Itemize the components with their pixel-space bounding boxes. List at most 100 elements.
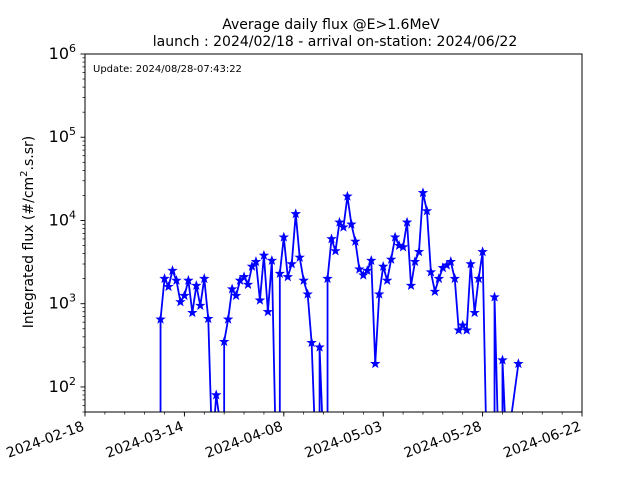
data-point-star xyxy=(513,358,524,369)
y-axis-label-part2: .s.sr) xyxy=(21,136,37,171)
data-point-star xyxy=(346,218,357,229)
data-point-star xyxy=(175,296,186,307)
data-point-star xyxy=(258,249,270,260)
chart-subtitle: launch : 2024/02/18 - arrival on-station… xyxy=(153,34,518,50)
y-tick-label: 105 xyxy=(49,125,76,146)
data-point-star xyxy=(445,256,457,267)
data-point-star xyxy=(242,279,254,289)
data-point-star xyxy=(397,241,409,252)
data-point-star xyxy=(222,313,234,324)
data-point-star xyxy=(314,341,325,352)
data-point-star xyxy=(421,205,433,216)
data-point-star xyxy=(489,291,500,302)
data-point-star xyxy=(159,273,170,284)
data-point-star xyxy=(322,273,333,284)
data-point-star xyxy=(401,216,413,227)
data-point-star xyxy=(282,271,293,282)
data-point-star xyxy=(210,389,222,400)
y-axis-label-part1: Integrated flux (#/cm xyxy=(21,177,37,328)
data-point-star xyxy=(366,255,377,265)
data-point-star xyxy=(358,269,369,280)
y-tick-label: 106 xyxy=(49,42,76,63)
data-point-star xyxy=(278,231,290,242)
data-point-star xyxy=(163,281,174,292)
y-tick-exponent: 3 xyxy=(69,292,76,305)
data-point-star xyxy=(338,221,349,232)
data-point-star xyxy=(218,336,230,347)
data-point-star xyxy=(385,253,397,264)
data-point-star xyxy=(413,246,425,257)
data-point-star xyxy=(409,256,421,267)
data-point-star xyxy=(179,290,190,301)
data-point-star xyxy=(199,273,210,284)
data-point-star xyxy=(306,337,317,348)
x-tick-label: 2024-03-14 xyxy=(104,419,186,462)
data-point-star xyxy=(469,307,480,318)
y-tick-label: 103 xyxy=(49,292,76,313)
y-tick-base: 10 xyxy=(49,127,69,146)
data-point-star xyxy=(417,187,429,198)
data-point-star xyxy=(266,255,278,265)
data-point-star xyxy=(171,275,182,285)
plot-frame xyxy=(84,53,583,413)
data-point-star xyxy=(477,246,488,257)
data-point-star xyxy=(497,354,508,365)
data-point-star xyxy=(298,275,309,285)
series-line-0 xyxy=(159,191,520,412)
data-point-star xyxy=(254,294,266,305)
data-point-star xyxy=(326,233,337,244)
x-tick-label: 2024-06-22 xyxy=(501,419,583,462)
x-tick-label: 2024-04-08 xyxy=(203,419,285,462)
data-point-star xyxy=(354,263,365,274)
data-point-star xyxy=(465,258,476,269)
data-point-star xyxy=(330,245,341,256)
series-group xyxy=(155,187,524,412)
data-point-star xyxy=(302,288,313,299)
data-point-star xyxy=(425,266,437,277)
y-axis-label-superscript: 2 xyxy=(19,170,30,176)
data-point-star xyxy=(262,306,274,317)
data-point-star xyxy=(350,235,361,246)
y-tick-exponent: 6 xyxy=(69,42,76,55)
data-point-star xyxy=(183,275,194,285)
data-point-star xyxy=(405,280,417,291)
chart-title: Average daily flux @E>1.6MeV xyxy=(222,17,440,33)
data-point-star xyxy=(449,273,460,284)
y-tick-base: 10 xyxy=(49,377,69,396)
y-tick-label: 102 xyxy=(49,375,76,396)
data-point-star xyxy=(286,258,297,269)
data-point-star xyxy=(238,271,250,282)
y-tick-exponent: 4 xyxy=(69,208,76,221)
data-point-star xyxy=(203,313,214,324)
data-point-star xyxy=(195,300,206,310)
data-point-star xyxy=(187,307,198,318)
x-tick-label: 2024-02-18 xyxy=(4,419,86,462)
x-tick-label: 2024-05-28 xyxy=(402,419,484,462)
data-point-star xyxy=(457,319,468,330)
data-point-star xyxy=(274,268,286,279)
data-point-star xyxy=(473,273,484,284)
data-point-star xyxy=(167,265,178,276)
y-tick-base: 10 xyxy=(49,294,69,313)
update-annotation: Update: 2024/08/28-07:43:22 xyxy=(93,64,242,75)
data-point-star xyxy=(433,273,445,284)
data-point-star xyxy=(334,216,345,227)
data-point-star xyxy=(290,208,301,219)
data-point-star xyxy=(155,313,166,324)
data-point-star xyxy=(230,290,242,301)
data-point-star xyxy=(294,251,305,262)
plot-area xyxy=(155,187,524,412)
data-point-star xyxy=(370,358,381,369)
data-point-star xyxy=(342,190,353,201)
data-point-star xyxy=(381,275,393,285)
data-point-star xyxy=(389,231,401,242)
y-tick-exponent: 2 xyxy=(69,375,76,388)
y-tick-base: 10 xyxy=(49,44,69,63)
data-point-star xyxy=(246,261,258,271)
data-point-star xyxy=(226,283,238,294)
x-tick-label: 2024-05-03 xyxy=(303,419,385,462)
y-tick-base: 10 xyxy=(49,210,69,229)
data-point-star xyxy=(250,256,262,267)
data-point-star xyxy=(429,286,441,296)
